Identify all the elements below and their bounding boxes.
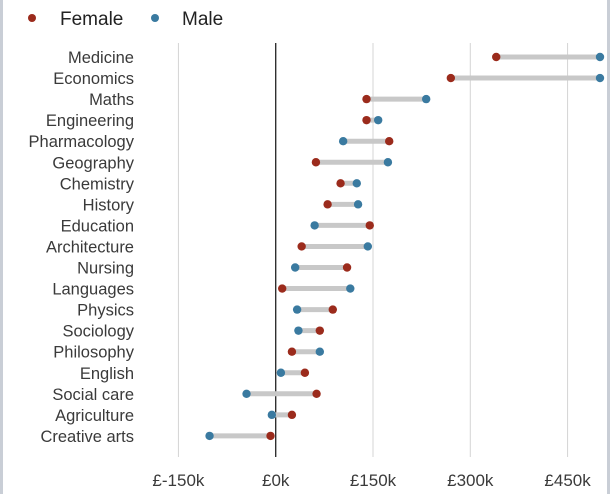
category-label-architecture: Architecture (46, 238, 134, 256)
female-dot-physics (328, 305, 337, 314)
male-dot-economics (595, 73, 605, 83)
female-dot-creative-arts (266, 431, 275, 441)
category-label-economics: Economics (53, 70, 134, 88)
legend-label-male: Male (182, 9, 223, 30)
male-dot-philosophy (315, 347, 325, 356)
female-dot-history (323, 200, 332, 209)
male-dot-sociology (294, 326, 303, 335)
male-dot-geography (383, 158, 393, 167)
female-dot-pharmacology (385, 137, 394, 146)
category-label-languages: Languages (52, 281, 134, 299)
category-label-engineering: Engineering (46, 112, 134, 130)
male-dot-english (276, 368, 286, 377)
male-dot-medicine (595, 52, 605, 62)
category-labels: Medicine Economics Maths Engineering Pharmac… (29, 49, 135, 446)
male-dot-social-care (242, 389, 251, 398)
male-dot-chemistry (352, 179, 361, 188)
male-dot-nursing (290, 263, 300, 272)
male-dot-agriculture (267, 410, 277, 420)
male-dot-engineering (373, 115, 383, 125)
female-dot-engineering (362, 115, 371, 125)
male-dot-maths (421, 94, 431, 104)
female-dot-languages (278, 284, 287, 293)
x-tick-label-1: £0k (262, 471, 290, 490)
female-dot-nursing (342, 263, 352, 272)
female-dot-maths (362, 94, 371, 104)
category-label-nursing: Nursing (77, 260, 134, 278)
male-dot-pharmacology (338, 137, 348, 146)
category-label-physics: Physics (77, 302, 134, 320)
female-dot-geography (311, 158, 321, 167)
x-tick-label-3: £300k (447, 471, 494, 490)
female-dot-english (300, 368, 310, 377)
x-tick-label-2: £150k (350, 471, 397, 490)
x-tick-label-4: £450k (544, 471, 591, 490)
male-dot-architecture (363, 242, 373, 251)
category-label-medicine: Medicine (68, 49, 134, 67)
female-dot-economics (446, 73, 456, 83)
category-label-history: History (83, 196, 135, 214)
legend-dot-female (28, 14, 36, 22)
female-dot-agriculture (287, 410, 297, 420)
category-label-agriculture: Agriculture (55, 407, 134, 425)
dumbbell-chart: Medicine Economics Maths Engineering Pharmac… (28, 9, 605, 490)
legend: Female Male (28, 9, 223, 30)
legend-dot-male (151, 14, 159, 22)
dumbbell-dots (205, 52, 605, 441)
category-label-maths: Maths (89, 91, 134, 109)
category-label-chemistry: Chemistry (60, 175, 135, 193)
category-label-sociology: Sociology (62, 323, 134, 341)
male-dot-creative-arts (205, 431, 214, 441)
female-dot-chemistry (336, 179, 345, 188)
category-label-geography: Geography (52, 154, 134, 172)
category-label-creative-arts: Creative arts (40, 428, 134, 446)
female-dot-education (365, 221, 374, 230)
grid-lines (177, 43, 569, 457)
female-dot-sociology (315, 326, 325, 335)
category-label-education: Education (61, 217, 134, 235)
category-label-pharmacology: Pharmacology (29, 133, 135, 151)
x-tick-label-0: £-150k (152, 471, 204, 490)
female-dot-philosophy (287, 347, 297, 356)
category-label-english: English (80, 365, 134, 383)
dumbbell-bars (209, 54, 600, 439)
female-dot-architecture (297, 242, 306, 251)
category-label-social-care: Social care (52, 386, 134, 404)
category-label-philosophy: Philosophy (53, 344, 134, 362)
legend-label-female: Female (60, 9, 123, 30)
male-dot-education (310, 221, 319, 230)
male-dot-physics (292, 305, 302, 314)
x-axis-tick-labels: £-150k £0k £150k £300k £450k (152, 471, 591, 490)
male-dot-languages (346, 284, 355, 293)
female-dot-medicine (492, 52, 501, 62)
male-dot-history (353, 200, 363, 209)
female-dot-social-care (312, 389, 321, 398)
